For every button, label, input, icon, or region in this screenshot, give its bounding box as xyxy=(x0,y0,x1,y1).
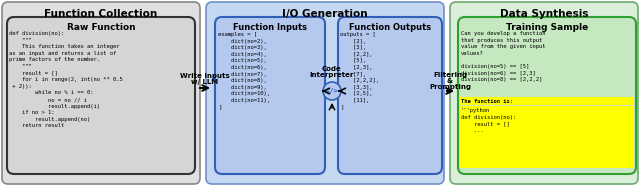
Text: Data Synthesis: Data Synthesis xyxy=(500,9,588,19)
Text: outputs = [
    [2],
    [3],
    [2,2],
    [5],
    [2,3],
    [7],
    [2,2,2: outputs = [ [2], [3], [2,2], [5], [2,3],… xyxy=(340,32,379,110)
Text: </>: </> xyxy=(326,88,339,94)
Text: Function Collection: Function Collection xyxy=(44,9,157,19)
Text: Raw Function: Raw Function xyxy=(67,23,135,32)
Text: Filtering: Filtering xyxy=(433,72,467,78)
Text: Can you develop a function
that produces this output
value from the given input
: Can you develop a function that produces… xyxy=(461,31,545,82)
FancyBboxPatch shape xyxy=(450,2,638,184)
Text: The function is:: The function is: xyxy=(461,99,513,103)
Text: '''python
def division(no):
    result = []
    ...: '''python def division(no): result = [] … xyxy=(461,108,516,133)
Text: Function Inputs: Function Inputs xyxy=(233,23,307,32)
Text: Training Sample: Training Sample xyxy=(506,23,588,32)
FancyBboxPatch shape xyxy=(215,17,325,174)
FancyBboxPatch shape xyxy=(2,2,200,184)
Text: Prompting: Prompting xyxy=(429,84,471,90)
Text: Code: Code xyxy=(322,66,342,72)
Text: &: & xyxy=(447,78,453,84)
FancyBboxPatch shape xyxy=(338,17,442,174)
FancyBboxPatch shape xyxy=(458,17,636,174)
Text: Write Inputs: Write Inputs xyxy=(180,73,230,79)
FancyBboxPatch shape xyxy=(460,97,634,105)
Circle shape xyxy=(323,82,341,100)
Text: I/O Generation: I/O Generation xyxy=(282,9,368,19)
FancyBboxPatch shape xyxy=(460,106,634,168)
Text: examples = [
    dict(no=2),
    dict(no=3),
    dict(no=4),
    dict(no=5),
   : examples = [ dict(no=2), dict(no=3), dic… xyxy=(218,32,270,110)
Text: Function Outputs: Function Outputs xyxy=(349,23,431,32)
Text: def division(no):
    """
    This function takes an integer
as an input and ret: def division(no): """ This function take… xyxy=(9,31,123,128)
FancyBboxPatch shape xyxy=(7,17,195,174)
Text: w/ LLM: w/ LLM xyxy=(191,79,219,85)
Text: Interpreter: Interpreter xyxy=(310,72,354,78)
FancyBboxPatch shape xyxy=(206,2,444,184)
